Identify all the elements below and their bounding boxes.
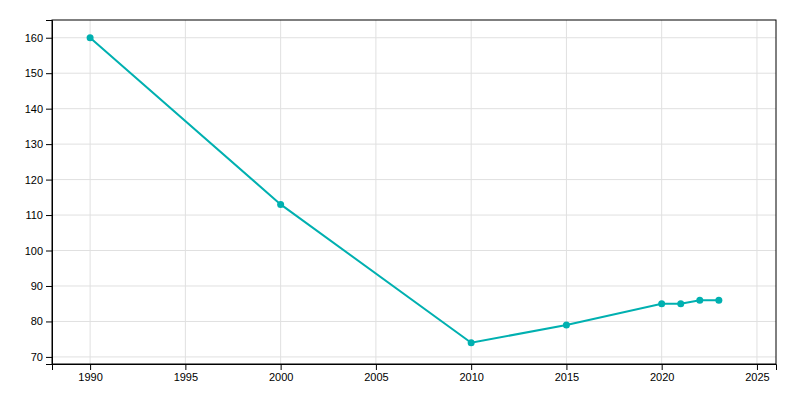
- y-tick-mark: [46, 251, 52, 252]
- grid-line-x: [375, 20, 376, 364]
- point: [677, 300, 684, 307]
- y-tick-mark: [46, 109, 52, 110]
- grid-line-x: [566, 20, 567, 364]
- y-tick: 150: [25, 67, 52, 79]
- grid-line-y: [52, 73, 776, 74]
- y-tick-label: 120: [25, 174, 43, 186]
- y-tick: 110: [25, 209, 52, 221]
- grid-line-x: [185, 20, 186, 364]
- y-tick-label: 100: [25, 245, 43, 257]
- grid-line-y: [52, 108, 776, 109]
- x-tick-mark: [90, 364, 91, 370]
- point: [563, 321, 570, 328]
- x-tick-label: 1995: [174, 371, 198, 383]
- y-tick: 140: [25, 103, 52, 115]
- x-tick: 2010: [459, 364, 483, 383]
- y-tick-mark: [46, 73, 52, 74]
- y-tick-mark: [46, 321, 52, 322]
- y-tick: 160: [25, 32, 52, 44]
- x-tick: 2015: [555, 364, 579, 383]
- y-axis: 70 80 90 100 110 120 130 140 150 160: [25, 21, 53, 365]
- grid-line-x: [661, 20, 662, 364]
- y-axis-line: [46, 21, 53, 365]
- point: [696, 297, 703, 304]
- y-tick-label: 130: [25, 138, 43, 150]
- y-tick: 120: [25, 174, 52, 186]
- x-tick-mark: [281, 364, 282, 370]
- x-tick-mark: [566, 364, 567, 370]
- y-tick-mark: [46, 38, 52, 39]
- y-tick-mark: [46, 144, 52, 145]
- chart: 1990 1995 2000 2005 2010 2015 2020 2025 70 80 90 10…: [0, 0, 800, 400]
- y-tick: 130: [25, 138, 52, 150]
- x-tick: 1990: [78, 364, 102, 383]
- x-tick-label: 2020: [650, 371, 674, 383]
- x-tick-label: 2000: [269, 371, 293, 383]
- grid-line-y: [52, 179, 776, 180]
- y-tick: 100: [25, 245, 52, 257]
- grid-line-y: [52, 321, 776, 322]
- x-tick-label: 2010: [459, 371, 483, 383]
- plot-frame: [52, 20, 776, 364]
- point: [715, 297, 722, 304]
- y-tick-mark: [46, 180, 52, 181]
- grid-line-y: [52, 215, 776, 216]
- x-tick-label: 1990: [78, 371, 102, 383]
- x-tick-mark: [757, 364, 758, 370]
- x-tick-mark: [376, 364, 377, 370]
- grid-line-x: [756, 20, 757, 364]
- x-axis-line: [53, 365, 777, 371]
- x-tick-mark: [471, 364, 472, 370]
- y-tick-label: 160: [25, 32, 43, 44]
- y-tick-label: 110: [25, 209, 43, 221]
- x-tick-label: 2015: [555, 371, 579, 383]
- y-tick: 90: [31, 280, 52, 292]
- y-tick-mark: [46, 286, 52, 287]
- x-tick: 2020: [650, 364, 674, 383]
- x-tick: 2005: [364, 364, 388, 383]
- point: [658, 300, 665, 307]
- grid-line-y: [52, 144, 776, 145]
- y-tick-label: 150: [25, 67, 43, 79]
- x-tick: 2025: [745, 364, 769, 383]
- point: [87, 34, 94, 41]
- grid-line-x: [280, 20, 281, 364]
- grid-line-y: [52, 285, 776, 286]
- y-tick-mark: [46, 215, 52, 216]
- grid-line-y: [52, 250, 776, 251]
- line: [90, 38, 719, 343]
- y-tick-label: 70: [31, 351, 43, 363]
- grid-line-y: [52, 356, 776, 357]
- point: [468, 339, 475, 346]
- grid-line-x: [471, 20, 472, 364]
- x-axis: 1990 1995 2000 2005 2010 2015 2020 2025: [53, 364, 777, 383]
- y-tick-label: 140: [25, 103, 43, 115]
- y-tick: 70: [31, 351, 52, 363]
- x-tick-label: 2005: [364, 371, 388, 383]
- x-tick: 2000: [269, 364, 293, 383]
- y-tick: 80: [31, 315, 52, 327]
- x-tick-mark: [662, 364, 663, 370]
- grid: [52, 20, 776, 364]
- grid-line-y: [52, 37, 776, 38]
- x-tick-mark: [185, 364, 186, 370]
- grid-line-x: [90, 20, 91, 364]
- y-tick-label: 90: [31, 280, 43, 292]
- y-tick-mark: [46, 357, 52, 358]
- y-tick-label: 80: [31, 315, 43, 327]
- x-tick-label: 2025: [745, 371, 769, 383]
- point: [277, 201, 284, 208]
- marks: [87, 34, 723, 346]
- plot: 1990 1995 2000 2005 2010 2015 2020 2025 70 80 90 10…: [25, 20, 777, 383]
- x-tick: 1995: [174, 364, 198, 383]
